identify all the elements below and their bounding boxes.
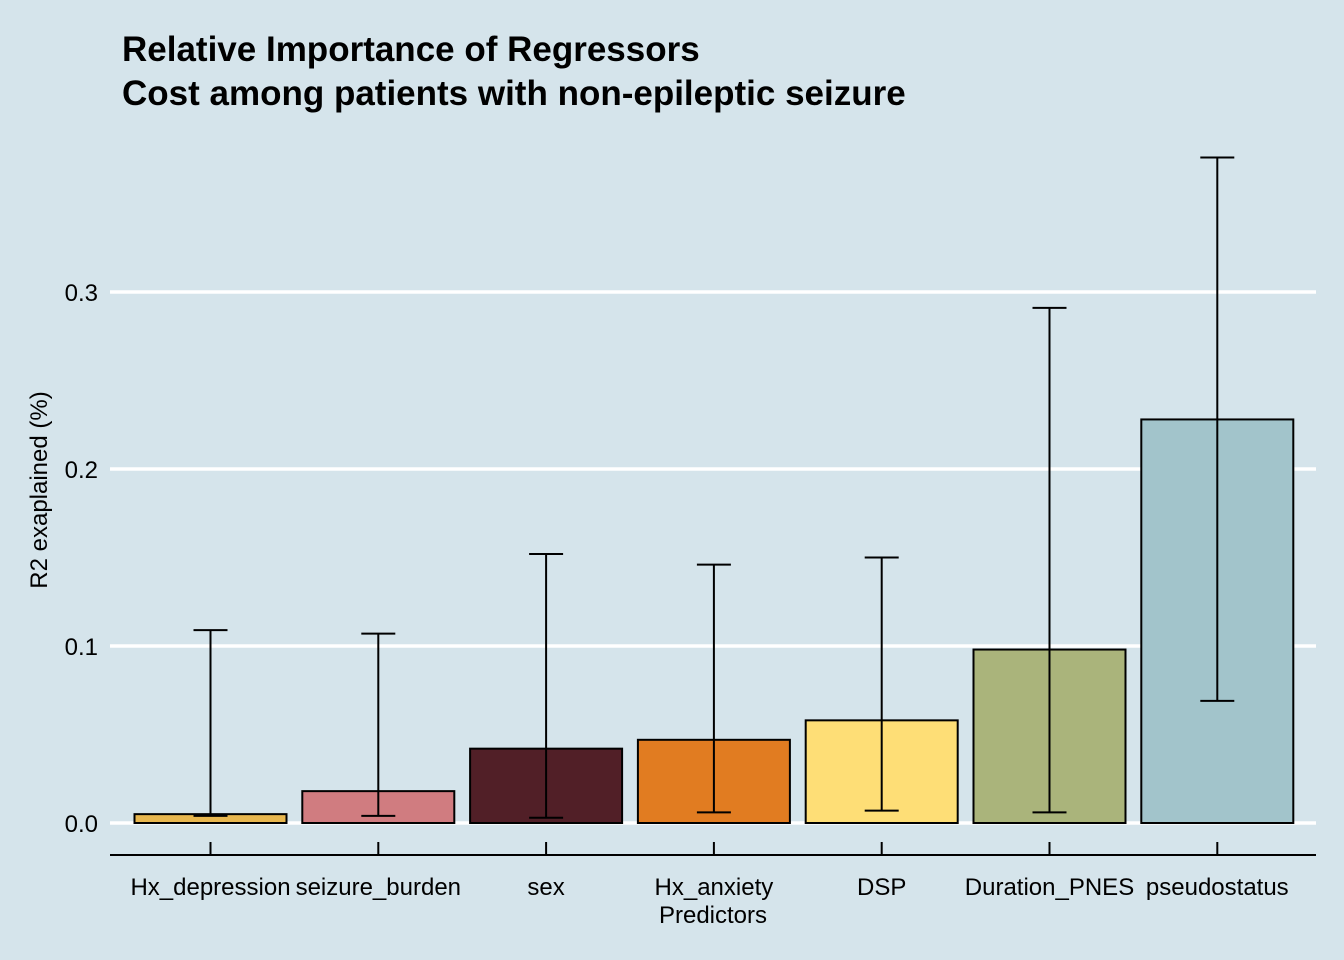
- y-tick-label: 0.1: [65, 634, 98, 661]
- x-tick-label: Hx_anxiety: [655, 874, 774, 901]
- x-tick-label: Hx_depression: [130, 874, 290, 901]
- chart-title: Relative Importance of Regressors: [122, 30, 700, 69]
- chart-subtitle: Cost among patients with non-epileptic s…: [122, 74, 906, 113]
- x-tick-label: seizure_burden: [296, 874, 461, 901]
- x-tick-label: DSP: [857, 874, 906, 901]
- y-tick-label: 0.2: [65, 457, 98, 484]
- y-tick-label: 0.3: [65, 280, 98, 307]
- y-axis-label: R2 exaplained (%): [26, 391, 53, 588]
- error-bars: [193, 156, 1235, 819]
- x-axis: Hx_depression seizure_burden sex Hx_anxiety…: [110, 842, 1316, 901]
- x-axis-label: Predictors: [659, 902, 767, 929]
- x-tick-label: Duration_PNES: [965, 874, 1134, 901]
- x-tick-label: sex: [527, 874, 564, 901]
- y-tick-label: 0.0: [65, 811, 98, 838]
- y-axis-ticks: 0.0 0.1 0.2 0.3: [65, 280, 98, 838]
- x-tick-label: pseudostatus: [1146, 874, 1289, 901]
